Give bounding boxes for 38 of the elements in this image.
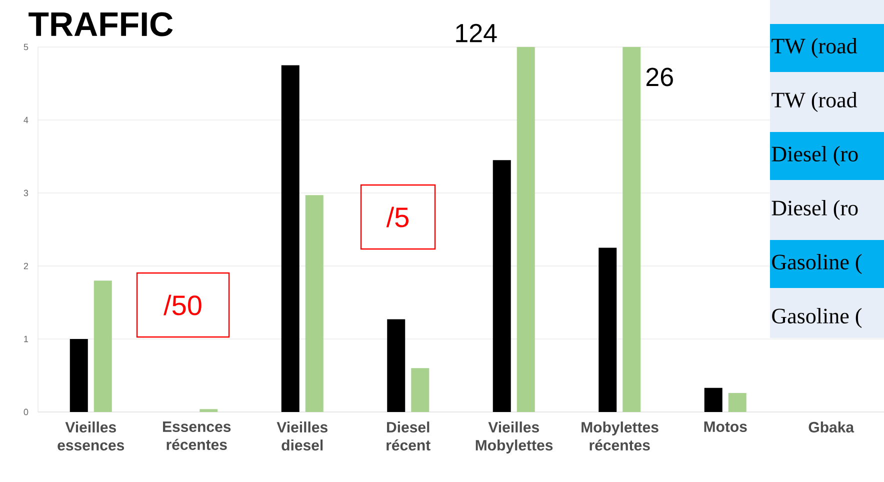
bar: [411, 368, 430, 412]
annotation: TW (road: [772, 38, 858, 58]
bar: [281, 65, 300, 412]
bar: [598, 248, 617, 412]
y-tick-label: 4: [24, 116, 28, 124]
annotation: /50: [164, 294, 202, 316]
annotation: Diesel (ro: [772, 200, 858, 220]
bar: [492, 160, 511, 412]
annotation: 26: [646, 68, 673, 86]
bar: [704, 388, 722, 412]
annotation: TW (road: [772, 92, 858, 112]
y-tick-label: 1: [24, 336, 28, 342]
x-tick-label: Diesel récent: [386, 422, 430, 451]
bar: [70, 338, 88, 412]
y-tick-label: 5: [24, 44, 28, 50]
bar: [728, 393, 746, 412]
bar: [305, 195, 324, 412]
x-tick-label: Vieilles diesel: [276, 422, 328, 451]
bar: [387, 319, 406, 412]
bar: [200, 409, 218, 412]
x-tick-label: Motos: [704, 422, 747, 432]
y-tick-label: 3: [24, 190, 28, 196]
bar: [516, 47, 535, 412]
x-tick-label: Vieilles essences: [58, 422, 124, 451]
annotation: 124: [456, 24, 497, 42]
bar: [622, 47, 641, 412]
x-tick-label: Vieilles Mobylettes: [476, 422, 553, 454]
bar: [94, 280, 112, 412]
x-tick-label: Mobylettes récentes: [582, 422, 658, 451]
annotation: Gasoline (: [772, 308, 862, 328]
y-tick-label: 2: [24, 262, 28, 270]
annotation: Diesel (ro: [772, 146, 858, 166]
annotation: /5: [386, 206, 409, 228]
x-tick-label: Essences récentes: [163, 422, 231, 450]
x-tick-label: Gbaka: [808, 422, 854, 433]
chart-title: TRAFFIC: [28, 12, 173, 36]
annotation: Gasoline (: [772, 254, 862, 274]
y-tick-label: 0: [24, 408, 28, 416]
